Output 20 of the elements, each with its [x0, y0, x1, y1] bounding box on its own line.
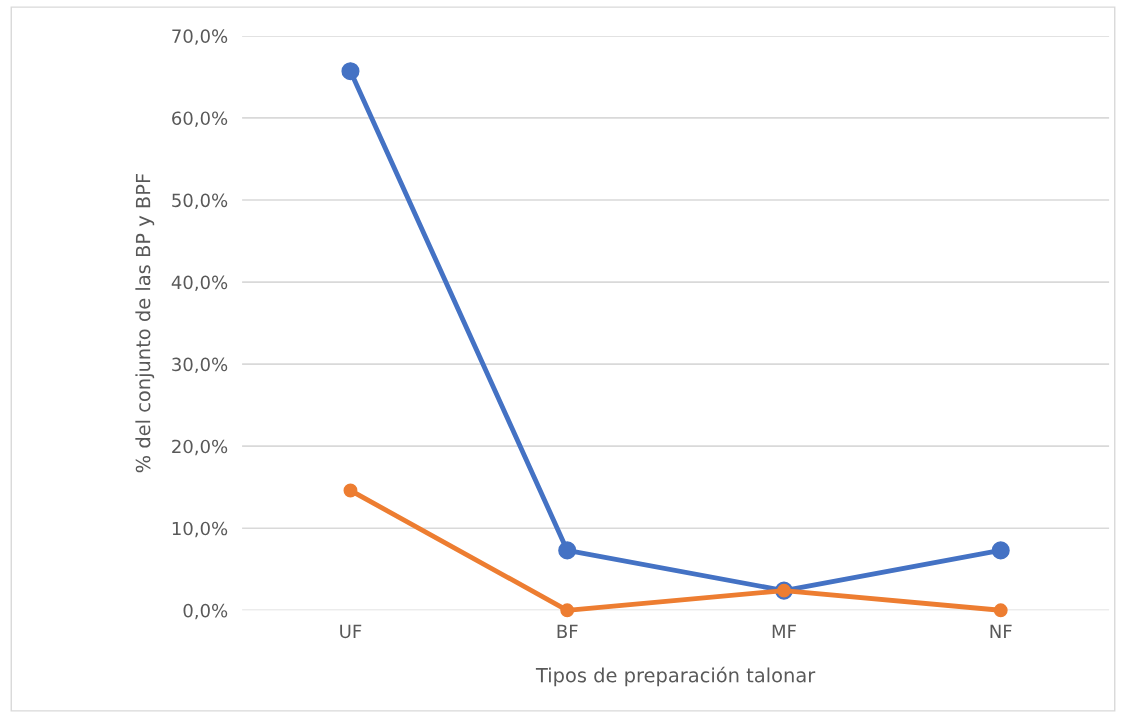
- y-tick-label: 30,0%: [172, 357, 228, 374]
- x-axis-title: Tipos de preparación talonar: [535, 666, 816, 687]
- point: [343, 483, 358, 498]
- y-tick-label: 50,0%: [172, 193, 228, 209]
- y-tick-label: 60,0%: [172, 111, 228, 127]
- point: [558, 541, 577, 560]
- point: [993, 603, 1008, 618]
- point: [560, 603, 575, 618]
- y-tick-label: 10,0%: [172, 521, 228, 538]
- point: [991, 541, 1010, 560]
- y-tick-label: 0,0%: [183, 603, 228, 620]
- x-tick-label: BF: [557, 624, 578, 638]
- y-tick-label: 40,0%: [171, 275, 228, 292]
- x-tick-label: UF: [340, 624, 362, 639]
- y-tick-label: 70,0%: [172, 29, 228, 45]
- point: [341, 62, 360, 81]
- y-tick-label: 20,0%: [172, 439, 228, 456]
- y-axis-title: % del conjunto de las BP y BPF: [135, 173, 155, 473]
- x-tick-label: NF: [990, 624, 1012, 638]
- x-tick-label: MF: [772, 624, 796, 638]
